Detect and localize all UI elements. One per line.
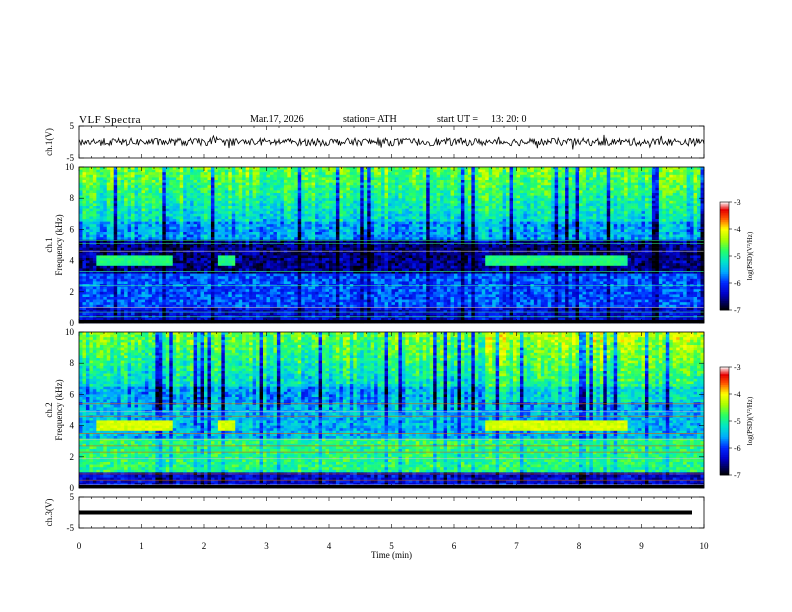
spectrogram-ch2 bbox=[79, 332, 704, 488]
x-tick-label: 0 bbox=[77, 541, 82, 551]
x-tick-label: 7 bbox=[514, 541, 519, 551]
x-axis-label: Time (min) bbox=[371, 550, 412, 560]
spectrogram-ch1 bbox=[79, 167, 704, 323]
y-axis-label: ch.2 bbox=[44, 402, 54, 417]
y-tick-label: -5 bbox=[67, 523, 75, 533]
x-tick-label: 10 bbox=[700, 541, 710, 551]
colorbar-tick-label: -5 bbox=[734, 252, 741, 261]
colorbar-tick-label: -4 bbox=[734, 225, 741, 234]
y-tick-label: 6 bbox=[70, 389, 75, 399]
colorbar-tick-label: -6 bbox=[734, 444, 741, 453]
y-axis-label: ch.1 bbox=[44, 237, 54, 252]
y-tick-label: 5 bbox=[70, 121, 75, 131]
colorbar-1 bbox=[720, 202, 729, 310]
x-tick-label: 6 bbox=[452, 541, 457, 551]
x-tick-label: 4 bbox=[327, 541, 332, 551]
x-tick-label: 1 bbox=[139, 541, 144, 551]
y-tick-label: 10 bbox=[65, 327, 75, 337]
y-tick-label: 2 bbox=[70, 287, 75, 297]
x-tick-label: 8 bbox=[577, 541, 582, 551]
ch1-signal-trace bbox=[79, 135, 704, 150]
colorbar-tick-label: -5 bbox=[734, 417, 741, 426]
y-axis-label: ch.3(V) bbox=[44, 499, 54, 527]
panel-frame-1 bbox=[79, 126, 704, 158]
colorbar-label: log(PSD)(V²/Hz) bbox=[746, 231, 754, 280]
colorbar-tick-label: -7 bbox=[734, 306, 741, 315]
colorbar-tick-label: -7 bbox=[734, 471, 741, 480]
colorbar-tick-label: -6 bbox=[734, 279, 741, 288]
x-tick-label: 3 bbox=[264, 541, 269, 551]
colorbar-tick-label: -3 bbox=[734, 198, 741, 207]
colorbar-2 bbox=[720, 367, 729, 475]
colorbar-tick-label: -3 bbox=[734, 363, 741, 372]
y-tick-label: 5 bbox=[70, 492, 75, 502]
y-axis-label: Frequency (kHz) bbox=[54, 214, 64, 275]
y-axis-label: Frequency (kHz) bbox=[54, 379, 64, 440]
y-tick-label: 2 bbox=[70, 452, 75, 462]
y-tick-label: 10 bbox=[65, 162, 75, 172]
colorbar-tick-label: -4 bbox=[734, 390, 741, 399]
y-tick-label: 6 bbox=[70, 224, 75, 234]
y-tick-label: 4 bbox=[70, 421, 75, 431]
x-tick-label: 2 bbox=[202, 541, 207, 551]
y-axis-label: ch.1(V) bbox=[44, 128, 54, 156]
y-tick-label: 4 bbox=[70, 256, 75, 266]
y-tick-label: 8 bbox=[70, 358, 75, 368]
x-tick-label: 9 bbox=[639, 541, 644, 551]
colorbar-label: log(PSD)(V²/Hz) bbox=[746, 396, 754, 445]
y-tick-label: 8 bbox=[70, 193, 75, 203]
